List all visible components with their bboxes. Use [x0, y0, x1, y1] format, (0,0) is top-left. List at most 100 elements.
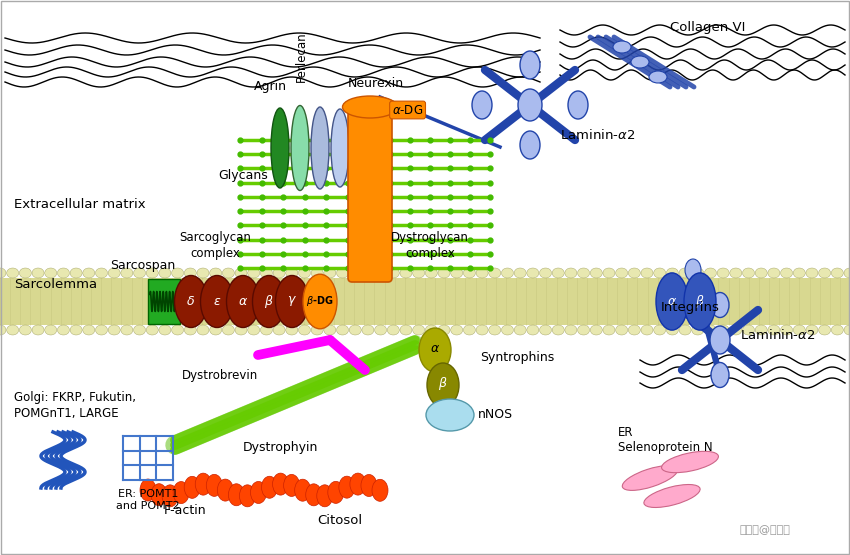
Ellipse shape: [7, 268, 19, 278]
Ellipse shape: [328, 481, 343, 503]
Ellipse shape: [568, 91, 588, 119]
Ellipse shape: [552, 268, 564, 278]
Ellipse shape: [58, 325, 70, 335]
Text: $\varepsilon$: $\varepsilon$: [212, 295, 221, 308]
Ellipse shape: [58, 268, 70, 278]
Ellipse shape: [472, 91, 492, 119]
Ellipse shape: [306, 484, 321, 506]
Ellipse shape: [207, 475, 223, 496]
Ellipse shape: [476, 268, 488, 278]
Ellipse shape: [151, 484, 167, 506]
Ellipse shape: [349, 268, 361, 278]
Ellipse shape: [273, 325, 285, 335]
Ellipse shape: [317, 485, 332, 507]
Ellipse shape: [527, 325, 539, 335]
Ellipse shape: [425, 268, 438, 278]
Ellipse shape: [70, 325, 82, 335]
Ellipse shape: [666, 325, 678, 335]
Ellipse shape: [684, 273, 716, 330]
Ellipse shape: [146, 325, 158, 335]
Ellipse shape: [717, 325, 729, 335]
Ellipse shape: [339, 476, 354, 498]
Ellipse shape: [247, 268, 260, 278]
Text: $\alpha$: $\alpha$: [430, 341, 440, 355]
Text: Dystrobrevin: Dystrobrevin: [182, 369, 258, 381]
Ellipse shape: [184, 476, 201, 498]
Ellipse shape: [218, 479, 234, 501]
Ellipse shape: [362, 325, 374, 335]
Ellipse shape: [20, 268, 31, 278]
Ellipse shape: [502, 268, 513, 278]
Text: Dystrophyin: Dystrophyin: [242, 441, 318, 455]
Ellipse shape: [649, 71, 667, 83]
Ellipse shape: [679, 268, 691, 278]
Ellipse shape: [349, 325, 361, 335]
Ellipse shape: [196, 473, 212, 495]
Text: Sarcoglycan
complex: Sarcoglycan complex: [179, 230, 251, 260]
Ellipse shape: [45, 268, 57, 278]
Ellipse shape: [7, 325, 19, 335]
Ellipse shape: [819, 325, 830, 335]
Text: $\alpha$: $\alpha$: [667, 295, 677, 308]
Ellipse shape: [641, 268, 653, 278]
Ellipse shape: [590, 325, 603, 335]
Ellipse shape: [552, 325, 564, 335]
Text: 搜狐号@基因狐: 搜狐号@基因狐: [740, 525, 790, 535]
Ellipse shape: [400, 325, 412, 335]
Ellipse shape: [375, 268, 387, 278]
Ellipse shape: [768, 325, 780, 335]
Text: Golgi: FKRP, Fukutin,
POMGnT1, LARGE: Golgi: FKRP, Fukutin, POMGnT1, LARGE: [14, 391, 136, 420]
Ellipse shape: [685, 259, 701, 281]
Ellipse shape: [32, 325, 44, 335]
Text: Perlecan: Perlecan: [294, 32, 308, 82]
Ellipse shape: [717, 268, 729, 278]
Ellipse shape: [251, 482, 267, 503]
Ellipse shape: [793, 325, 805, 335]
Ellipse shape: [613, 41, 631, 53]
Ellipse shape: [438, 325, 450, 335]
Ellipse shape: [806, 268, 818, 278]
Ellipse shape: [419, 328, 451, 372]
Ellipse shape: [133, 268, 145, 278]
Ellipse shape: [286, 268, 298, 278]
Ellipse shape: [275, 275, 309, 327]
Ellipse shape: [692, 268, 704, 278]
Ellipse shape: [140, 479, 156, 501]
Text: Laminin-$\alpha$2: Laminin-$\alpha$2: [740, 328, 815, 342]
Ellipse shape: [362, 268, 374, 278]
Ellipse shape: [226, 275, 259, 327]
Ellipse shape: [590, 268, 603, 278]
Ellipse shape: [146, 268, 158, 278]
Ellipse shape: [375, 325, 387, 335]
Ellipse shape: [578, 268, 590, 278]
Text: Neurexin: Neurexin: [348, 77, 404, 90]
Ellipse shape: [819, 268, 830, 278]
Ellipse shape: [286, 325, 298, 335]
Ellipse shape: [273, 473, 288, 495]
Ellipse shape: [450, 325, 462, 335]
Ellipse shape: [489, 268, 501, 278]
Ellipse shape: [0, 268, 6, 278]
Ellipse shape: [295, 479, 310, 501]
Ellipse shape: [337, 325, 348, 335]
Ellipse shape: [235, 325, 247, 335]
Ellipse shape: [350, 473, 366, 495]
Ellipse shape: [425, 325, 438, 335]
Ellipse shape: [793, 268, 805, 278]
Text: $\beta$: $\beta$: [439, 375, 448, 391]
Ellipse shape: [463, 268, 475, 278]
Ellipse shape: [844, 325, 850, 335]
Ellipse shape: [844, 268, 850, 278]
Ellipse shape: [262, 476, 277, 498]
Ellipse shape: [755, 325, 768, 335]
Ellipse shape: [565, 325, 577, 335]
Text: Sarcospan: Sarcospan: [110, 259, 176, 271]
Ellipse shape: [514, 325, 526, 335]
Ellipse shape: [197, 268, 209, 278]
Text: Glycans: Glycans: [218, 169, 268, 181]
Text: $\delta$: $\delta$: [186, 295, 196, 308]
Ellipse shape: [438, 268, 450, 278]
Ellipse shape: [730, 325, 742, 335]
Text: $\gamma$: $\gamma$: [287, 295, 297, 309]
Ellipse shape: [311, 325, 323, 335]
